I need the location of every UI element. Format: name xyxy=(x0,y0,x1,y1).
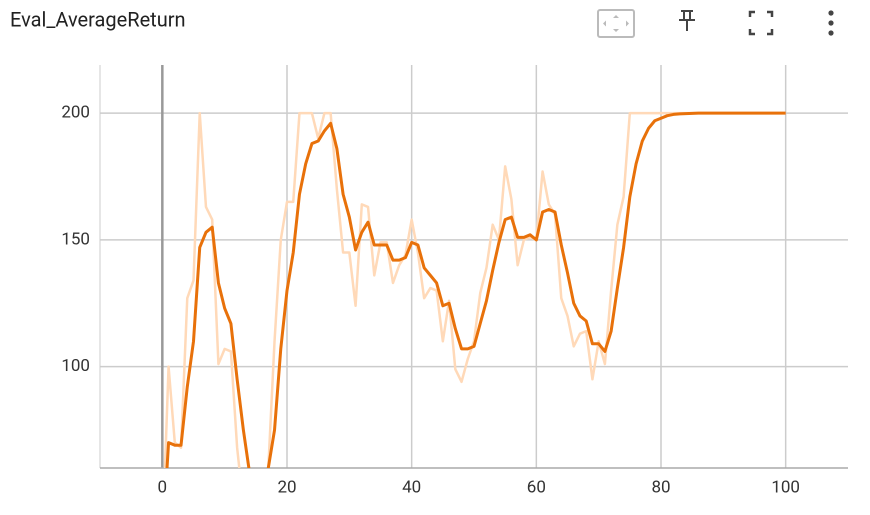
x-tick-label: 0 xyxy=(158,477,168,497)
y-tick-label: 100 xyxy=(61,356,90,376)
more-button[interactable] xyxy=(828,10,834,36)
x-tick-label: 40 xyxy=(402,477,421,497)
series-line xyxy=(165,111,786,468)
x-tick-label: 20 xyxy=(277,477,296,497)
toolbar xyxy=(597,9,834,38)
fit-domain-button[interactable] xyxy=(597,9,635,38)
fullscreen-button[interactable] xyxy=(748,10,774,36)
x-tick-label: 80 xyxy=(651,477,670,497)
chart-title: Eval_AverageReturn xyxy=(10,7,186,31)
pin-button[interactable] xyxy=(679,10,695,31)
series-line xyxy=(163,111,786,468)
x-tick-label: 60 xyxy=(527,477,546,497)
x-tick-label: 100 xyxy=(771,477,800,497)
y-tick-label: 200 xyxy=(61,103,90,123)
y-tick-label: 150 xyxy=(61,229,90,249)
